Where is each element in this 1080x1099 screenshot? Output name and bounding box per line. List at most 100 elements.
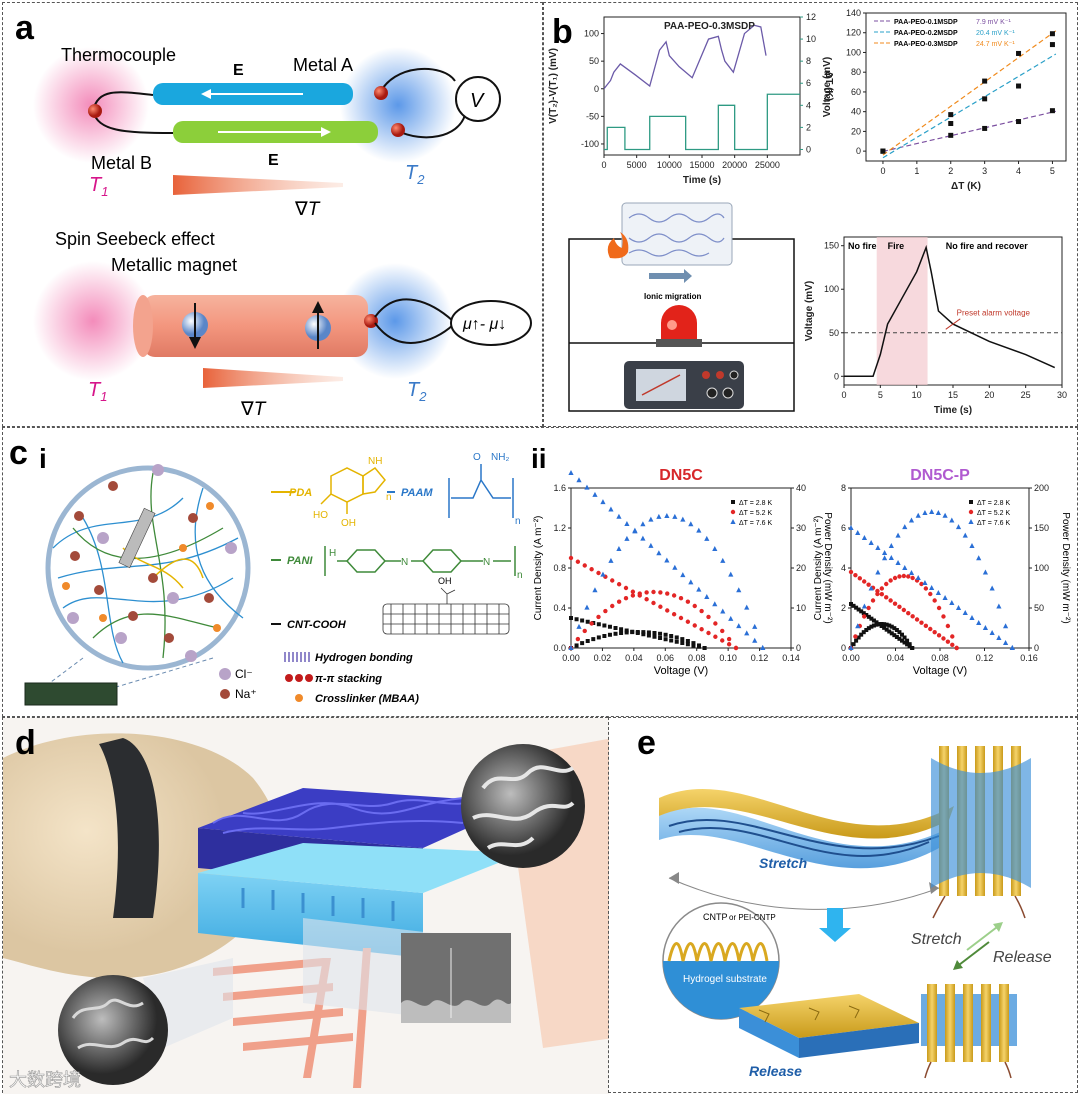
chart-ylabel-right: Power Density (mW m⁻²) [1060, 512, 1071, 623]
current-point-2 [592, 491, 598, 497]
x-tick-label: 0.10 [719, 653, 737, 663]
current-point-2 [955, 605, 962, 610]
delta-t-series-line [604, 93, 800, 151]
yr-tick-label: 12 [806, 12, 816, 22]
x-tick-label: 25 [1021, 390, 1031, 400]
current-point-0 [652, 634, 657, 639]
legend-label-2: ΔT = 7.6 K [739, 520, 772, 527]
current-point-0 [897, 636, 902, 641]
power-point-1 [637, 591, 642, 596]
power-point-1 [706, 614, 711, 620]
mu-label: μ↑- μ↓ [462, 316, 506, 333]
current-point-0 [580, 618, 585, 623]
power-point-0 [658, 631, 663, 636]
power-point-2 [989, 585, 995, 591]
stretched-array [931, 746, 1031, 919]
power-point-2 [640, 521, 646, 527]
x-tick-label: 0 [880, 166, 885, 176]
current-point-0 [894, 635, 899, 639]
x-tick-label: 25000 [755, 160, 780, 170]
current-point-0 [585, 619, 590, 624]
current-point-2 [935, 590, 941, 595]
current-point-1 [945, 639, 951, 644]
yr-tick-label: 0 [1034, 643, 1039, 653]
y-tick-label: 6 [841, 523, 846, 533]
current-point-2 [962, 610, 968, 615]
sensor-block [621, 202, 733, 266]
power-point-2 [608, 557, 614, 563]
current-point-1 [848, 569, 854, 575]
hydrogel-layer-top [198, 843, 523, 893]
grad-label-top: ∇T [294, 199, 321, 220]
power-point-0 [613, 631, 618, 636]
gradient-arrow-bottom [203, 368, 343, 388]
power-point-0 [905, 638, 910, 643]
power-point-2 [949, 517, 955, 523]
power-point-0 [680, 637, 685, 642]
x-tick-label: 10 [912, 390, 922, 400]
power-point-2 [624, 535, 630, 541]
hydrogel-substrate-label: Hydrogel substrate [683, 974, 767, 985]
power-point-0 [624, 630, 629, 635]
yr-tick-label: 0 [796, 643, 801, 653]
data-point-0 [982, 125, 988, 131]
power-point-1 [954, 645, 959, 651]
pani-n1: N [401, 557, 408, 568]
power-point-1 [906, 574, 911, 579]
chart-b1-ylabel-right: ΔT (K) [823, 71, 834, 101]
panel-c: c i ii Cl⁻ Na⁺ PDA NH HO OH n PAAM O NH₂… [2, 427, 1078, 717]
current-point-2 [672, 564, 678, 570]
power-point-2 [915, 512, 921, 518]
current-point-2 [875, 545, 881, 550]
power-point-1 [630, 593, 636, 598]
fire-region [876, 237, 928, 385]
panel-d-label: d [15, 724, 36, 762]
y-tick-label: 0.0 [553, 643, 566, 653]
sem-image-top [461, 744, 585, 868]
current-point-1 [928, 626, 933, 632]
alarm-label: Preset alarm voltage [957, 308, 1031, 317]
chart-b1-title: PAA-PEO-0.3MSDP [664, 21, 755, 32]
x-tick-label: 5000 [627, 160, 647, 170]
power-point-1 [945, 623, 951, 629]
pani-h: H [329, 548, 336, 559]
current-point-1 [713, 634, 718, 639]
current-point-2 [908, 570, 915, 575]
power-point-2 [861, 603, 868, 609]
metal-a-arrowhead [201, 89, 211, 99]
current-point-0 [602, 623, 607, 628]
current-point-2 [752, 637, 758, 643]
current-point-0 [892, 633, 897, 638]
power-point-2 [744, 604, 750, 610]
stretch-label-top: Stretch [759, 855, 807, 871]
sem-image-bottom [58, 975, 168, 1085]
release-label-bottom: Release [749, 1063, 802, 1079]
pani-n: n [517, 570, 523, 581]
migration-arrow [649, 269, 692, 283]
power-point-2 [996, 603, 1002, 609]
power-point-1 [589, 621, 594, 626]
current-point-1 [857, 576, 863, 581]
current-point-2 [648, 542, 654, 548]
power-point-0 [856, 635, 861, 640]
power-point-0 [630, 630, 635, 635]
hot-region-2 [33, 261, 153, 381]
power-point-2 [868, 585, 874, 591]
power-point-0 [861, 630, 866, 635]
x-tick-label: 5 [1050, 166, 1055, 176]
legend-label-0: ΔT = 2.8 K [739, 500, 772, 507]
power-point-0 [854, 638, 859, 643]
pipi-legend-icon [285, 674, 313, 682]
power-point-1 [713, 621, 718, 626]
legend-label-0: ΔT = 2.8 K [977, 500, 1010, 507]
power-point-0 [591, 637, 596, 642]
junction-right-top [374, 86, 388, 100]
power-point-2 [848, 645, 854, 650]
current-point-1 [914, 617, 920, 622]
legend-marker-2 [968, 519, 974, 524]
metallic-magnet-label: Metallic magnet [111, 255, 237, 275]
current-point-1 [941, 636, 946, 641]
current-point-2 [696, 586, 702, 592]
x-tick-label: 30 [1057, 390, 1067, 400]
legend-label-1: ΔT = 5.2 K [739, 510, 772, 517]
